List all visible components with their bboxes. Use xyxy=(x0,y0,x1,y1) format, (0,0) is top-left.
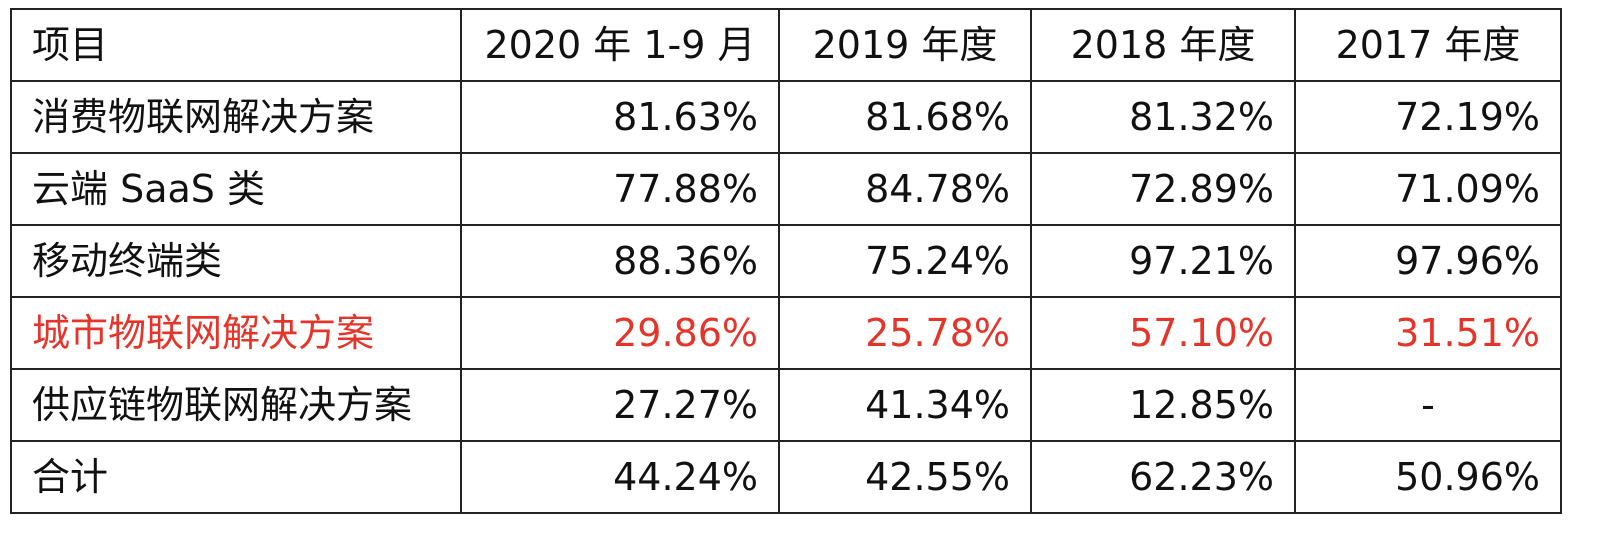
cell-value: 62.23% xyxy=(1030,440,1296,514)
gross-margin-table: 项目 2020 年 1-9 月 2019 年度 2018 年度 2017 年度 … xyxy=(10,8,1562,514)
cell-value: 25.78% xyxy=(778,296,1032,370)
cell-value-empty: - xyxy=(1294,368,1562,442)
cell-value: 88.36% xyxy=(460,224,780,298)
table-row: 供应链物联网解决方案 27.27% 41.34% 12.85% - xyxy=(10,368,1562,442)
cell-value: 72.89% xyxy=(1030,152,1296,226)
cell-value: 84.78% xyxy=(778,152,1032,226)
cell-value: 12.85% xyxy=(1030,368,1296,442)
cell-value: 81.32% xyxy=(1030,80,1296,154)
table-row: 移动终端类 88.36% 75.24% 97.21% 97.96% xyxy=(10,224,1562,298)
cell-value: 77.88% xyxy=(460,152,780,226)
row-label: 合计 xyxy=(10,440,462,514)
table-row: 消费物联网解决方案 81.63% 81.68% 81.32% 72.19% xyxy=(10,80,1562,154)
header-item: 项目 xyxy=(10,8,462,82)
cell-value: 81.68% xyxy=(778,80,1032,154)
header-2017: 2017 年度 xyxy=(1294,8,1562,82)
row-label: 城市物联网解决方案 xyxy=(10,296,462,370)
cell-value: 44.24% xyxy=(460,440,780,514)
row-label: 消费物联网解决方案 xyxy=(10,80,462,154)
cell-value: 81.63% xyxy=(460,80,780,154)
row-label: 云端 SaaS 类 xyxy=(10,152,462,226)
header-2020-q1-q3: 2020 年 1-9 月 xyxy=(460,8,780,82)
cell-value: 97.21% xyxy=(1030,224,1296,298)
cell-value: 97.96% xyxy=(1294,224,1562,298)
cell-value: 29.86% xyxy=(460,296,780,370)
cell-value: 41.34% xyxy=(778,368,1032,442)
cell-value: 71.09% xyxy=(1294,152,1562,226)
row-label: 供应链物联网解决方案 xyxy=(10,368,462,442)
table-row: 云端 SaaS 类 77.88% 84.78% 72.89% 71.09% xyxy=(10,152,1562,226)
header-2019: 2019 年度 xyxy=(778,8,1032,82)
cell-value: 27.27% xyxy=(460,368,780,442)
cell-value: 72.19% xyxy=(1294,80,1562,154)
cell-value: 31.51% xyxy=(1294,296,1562,370)
header-2018: 2018 年度 xyxy=(1030,8,1296,82)
cell-value: 50.96% xyxy=(1294,440,1562,514)
header-row: 项目 2020 年 1-9 月 2019 年度 2018 年度 2017 年度 xyxy=(10,8,1562,82)
cell-value: 75.24% xyxy=(778,224,1032,298)
table-row-total: 合计 44.24% 42.55% 62.23% 50.96% xyxy=(10,440,1562,514)
cell-value: 57.10% xyxy=(1030,296,1296,370)
table-row-highlighted: 城市物联网解决方案 29.86% 25.78% 57.10% 31.51% xyxy=(10,296,1562,370)
cell-value: 42.55% xyxy=(778,440,1032,514)
row-label: 移动终端类 xyxy=(10,224,462,298)
